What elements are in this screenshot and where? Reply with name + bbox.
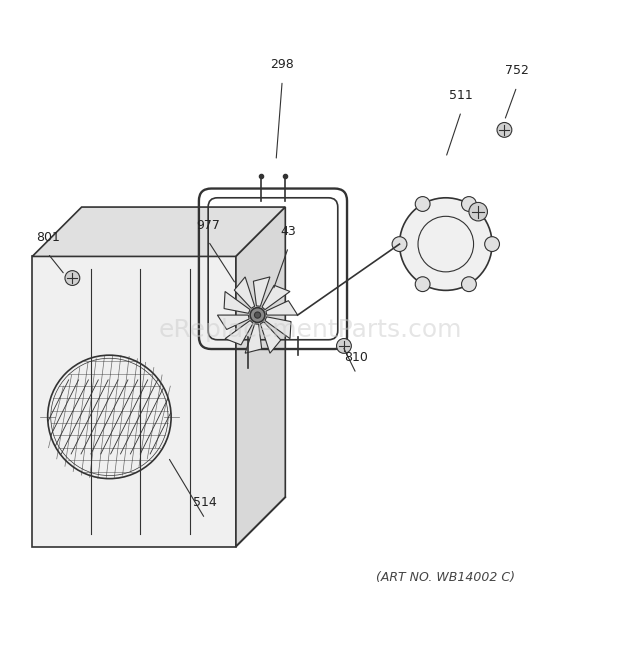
Polygon shape	[245, 324, 262, 353]
Circle shape	[65, 270, 80, 286]
Polygon shape	[224, 292, 250, 313]
Circle shape	[461, 196, 476, 212]
Text: 810: 810	[344, 352, 368, 364]
Circle shape	[497, 122, 512, 137]
Circle shape	[399, 198, 492, 290]
Text: eReplacementParts.com: eReplacementParts.com	[158, 319, 462, 342]
Polygon shape	[218, 315, 249, 329]
Circle shape	[461, 277, 476, 292]
Polygon shape	[236, 207, 285, 547]
Text: 752: 752	[505, 64, 529, 77]
Polygon shape	[32, 207, 285, 256]
Circle shape	[392, 237, 407, 251]
Circle shape	[469, 202, 487, 221]
Circle shape	[415, 196, 430, 212]
Text: 514: 514	[193, 496, 217, 510]
Polygon shape	[265, 317, 291, 338]
Polygon shape	[254, 277, 270, 306]
Text: 43: 43	[280, 225, 296, 238]
Polygon shape	[260, 322, 281, 353]
Text: 977: 977	[196, 219, 220, 232]
Circle shape	[337, 338, 352, 354]
Text: 298: 298	[270, 58, 294, 71]
Circle shape	[250, 307, 265, 323]
Text: 801: 801	[36, 231, 60, 244]
Polygon shape	[266, 301, 298, 315]
Polygon shape	[32, 256, 236, 547]
Polygon shape	[225, 321, 253, 345]
Polygon shape	[262, 286, 290, 309]
Text: 511: 511	[450, 89, 473, 102]
Circle shape	[254, 312, 260, 318]
Polygon shape	[234, 277, 255, 308]
Circle shape	[415, 277, 430, 292]
Circle shape	[485, 237, 500, 251]
Text: (ART NO. WB14002 C): (ART NO. WB14002 C)	[376, 571, 515, 584]
